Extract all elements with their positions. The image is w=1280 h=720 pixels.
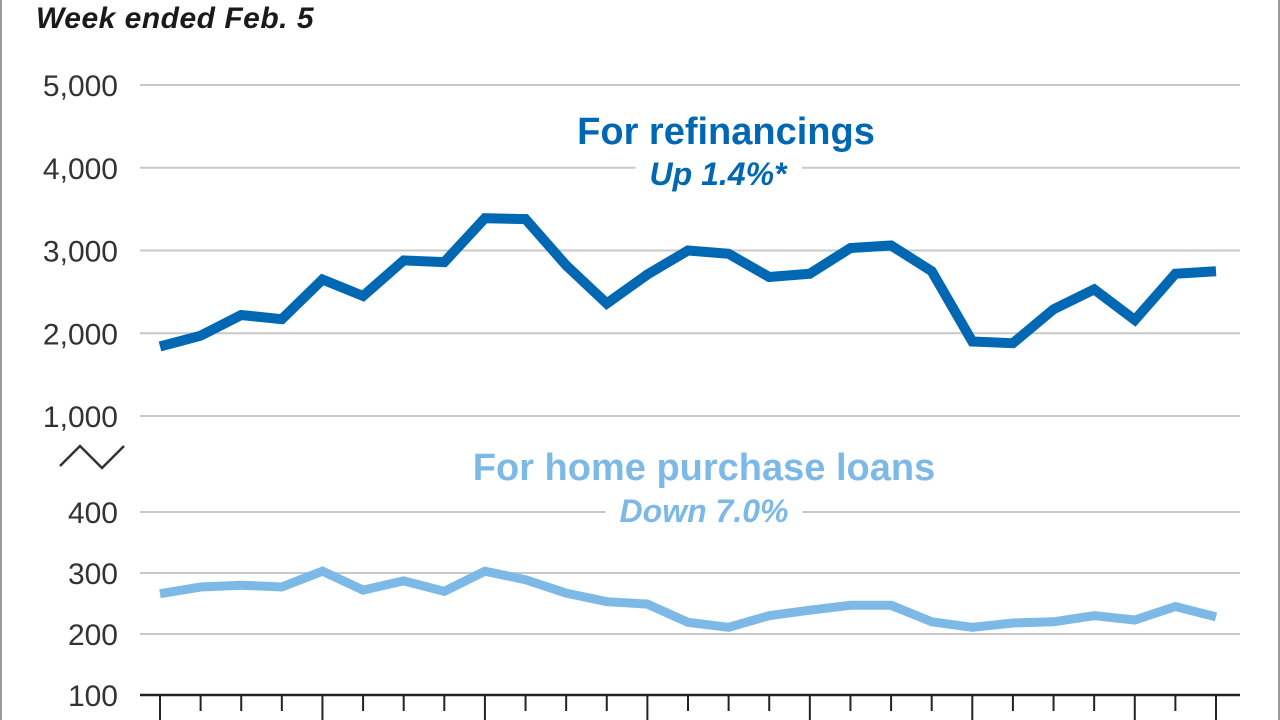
x-axis [140, 693, 1240, 720]
series-annotations: For refinancings Up 1.4%* For home purch… [473, 111, 935, 529]
y-tick-label: 100 [68, 680, 118, 713]
y-tick-label: 4,000 [43, 153, 118, 186]
refinance-change-label: Up 1.4%* [650, 156, 788, 192]
purchase-change-label: Down 7.0% [620, 493, 789, 529]
y-tick-label: 3,000 [43, 236, 118, 269]
refinance-series-line [158, 213, 1217, 352]
y-tick-label: 2,000 [43, 318, 118, 351]
axis-break-icon [59, 444, 125, 470]
y-tick-label: 200 [68, 619, 118, 652]
annotation-backdrop [635, 156, 803, 192]
purchase-series-label: For home purchase loans [473, 447, 935, 489]
y-tick-label: 400 [68, 497, 118, 530]
annotation-backdrop [605, 493, 803, 529]
axis-break-symbol [59, 444, 125, 470]
refinance-series-label: For refinancings [577, 111, 875, 153]
y-tick-label: 1,000 [43, 401, 118, 434]
y-axis-tick-labels: 1,000 2,000 3,000 4,000 5,000 100 200 300 400 [43, 70, 118, 713]
series-lines [158, 213, 1218, 632]
y-tick-label: 5,000 [43, 70, 118, 103]
y-tick-label: 300 [68, 558, 118, 591]
purchase-series-line [159, 566, 1218, 632]
chart-subtitle: Week ended Feb. 5 [36, 2, 315, 35]
